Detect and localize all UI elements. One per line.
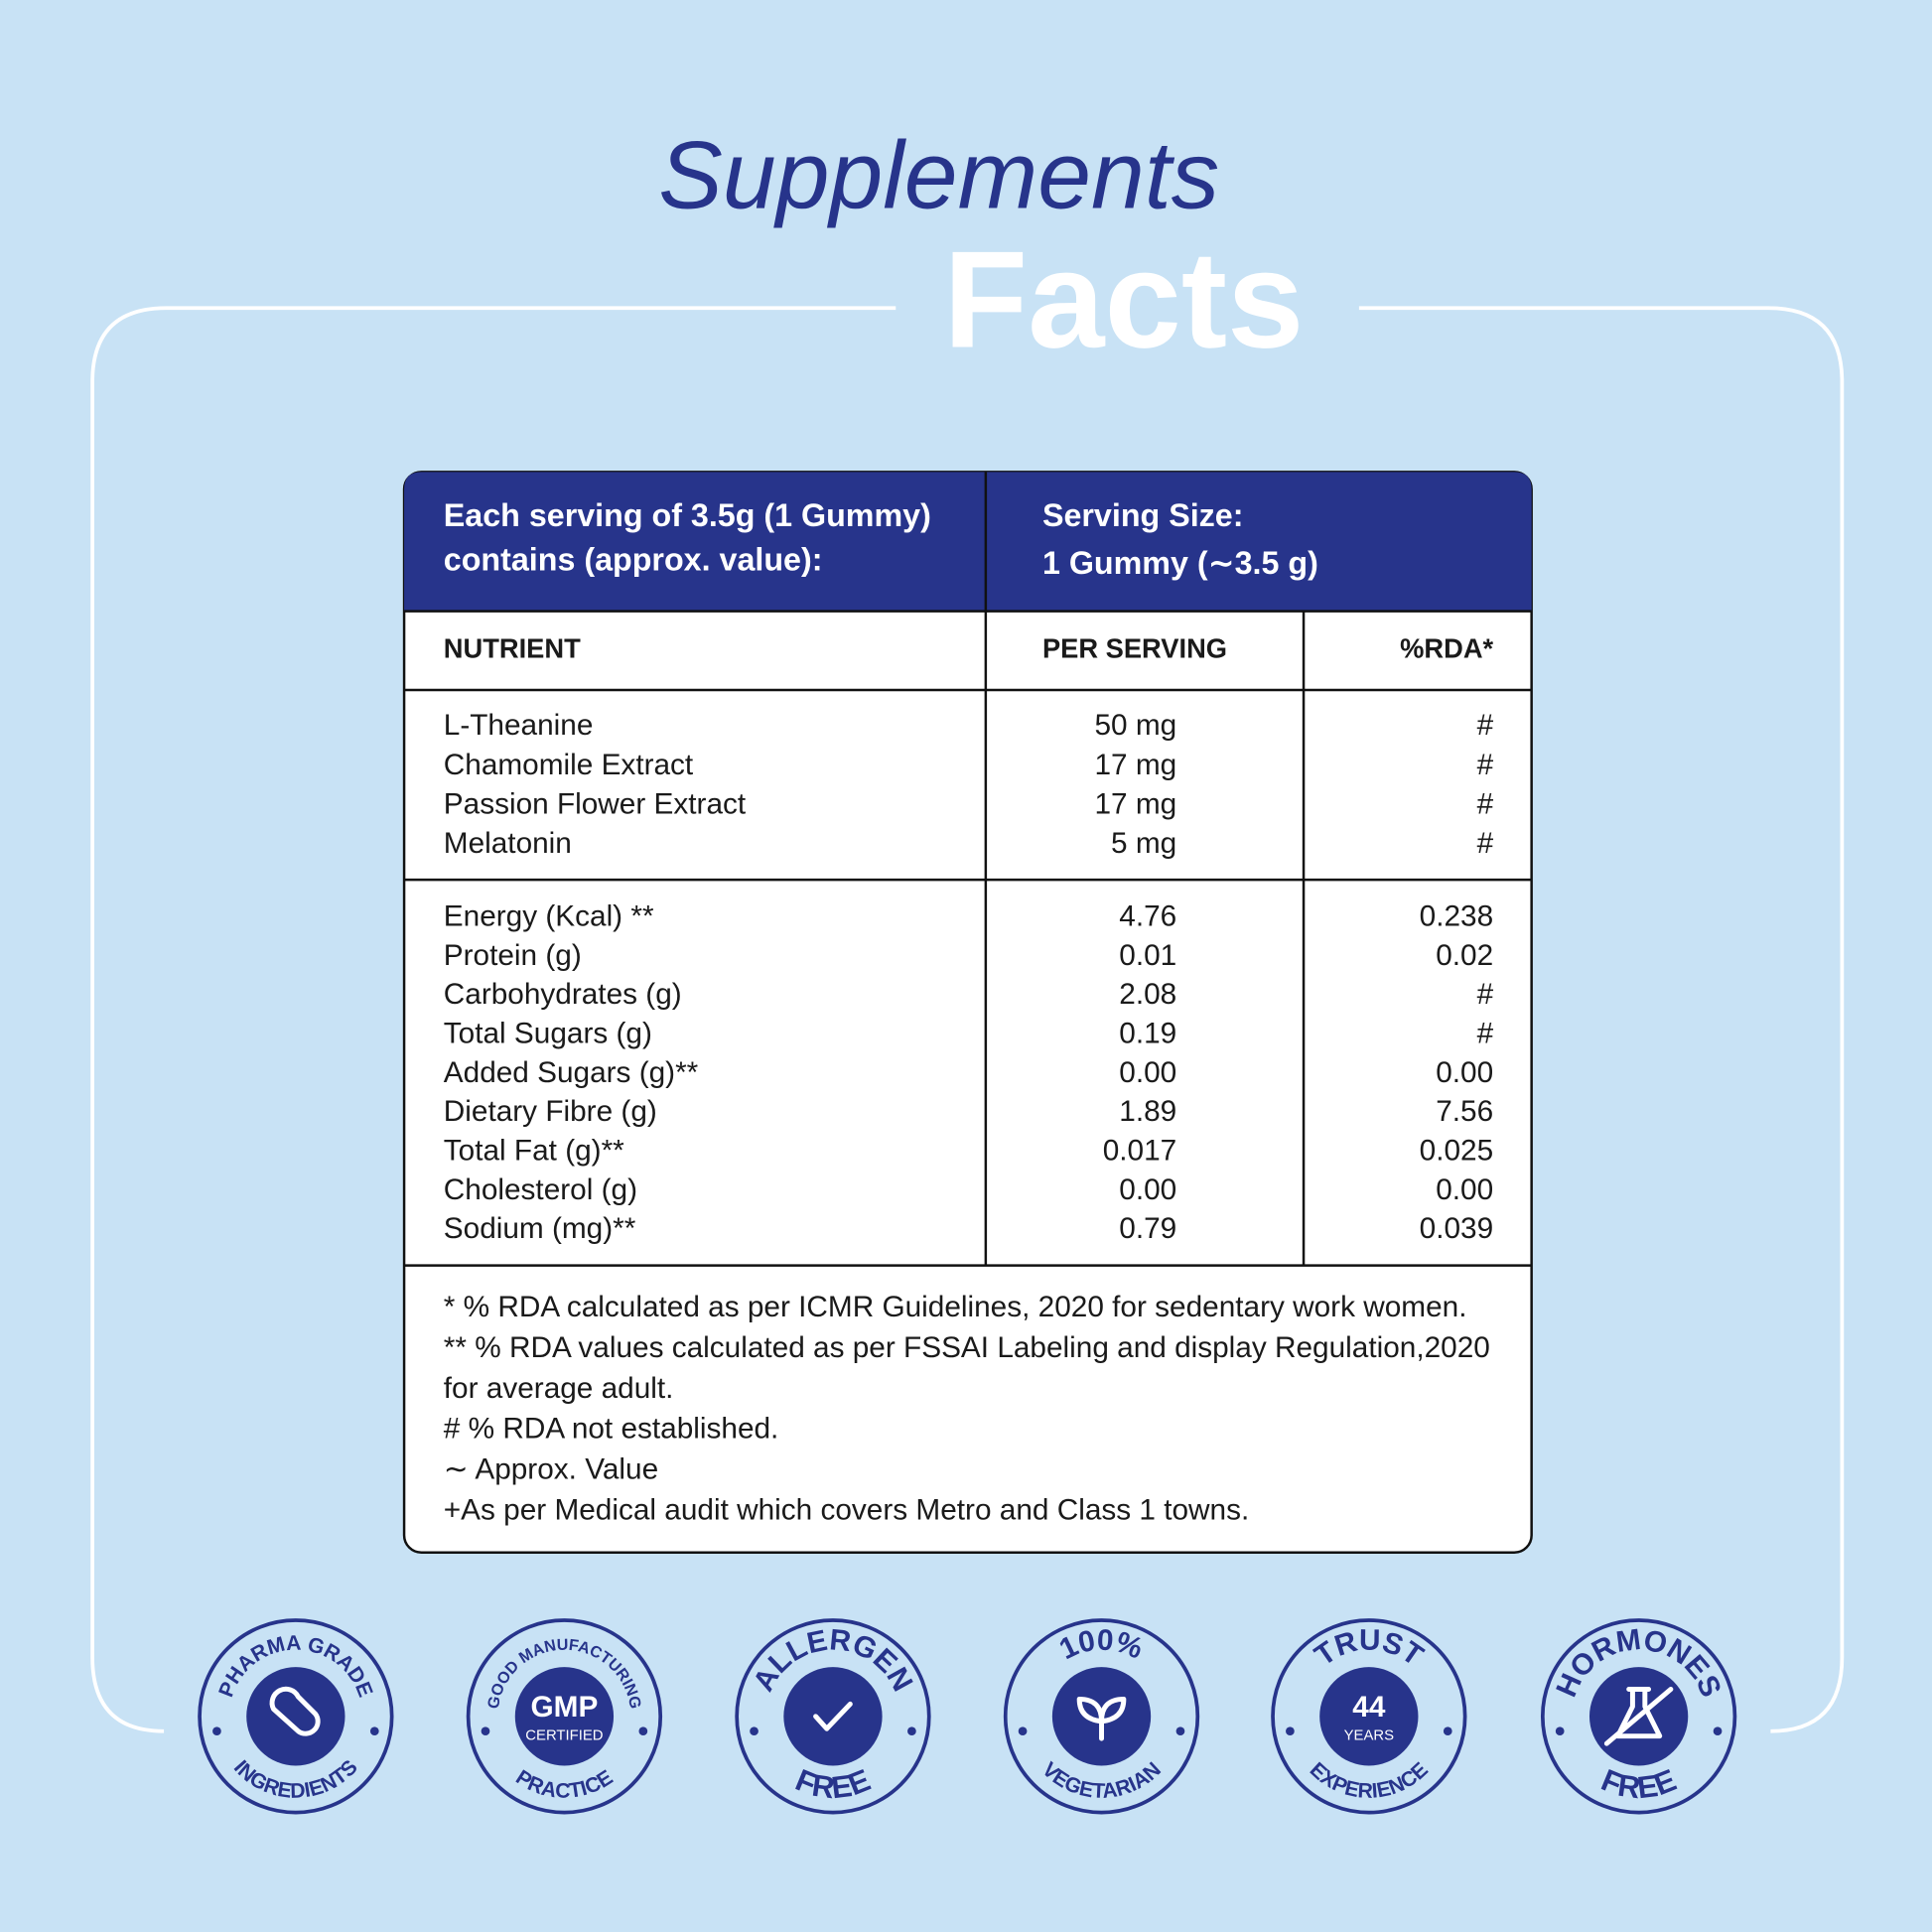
badge-dot [369,1726,379,1736]
nutrient-name: Chamomile Extract [444,749,694,781]
footnote: ** % RDA values calculated as per FSSAI … [444,1331,1490,1364]
badge-core [1319,1667,1419,1766]
rda-value: 0.00 [1436,1173,1493,1206]
rda-value: 0.039 [1420,1212,1494,1245]
column-header: NUTRIENT [444,633,581,664]
nutrient-name: Energy (Kcal) ** [444,899,654,932]
badge-dot [907,1726,916,1736]
frame-outline [90,306,1845,1733]
rda-value: # [1477,788,1494,821]
per-serving: 17 mg [1094,788,1176,821]
rda-value: 0.238 [1420,899,1494,932]
badge-dot [1555,1726,1565,1736]
header-text: contains (approx. value): [444,541,823,577]
per-serving: 17 mg [1094,749,1176,781]
facts-table: Each serving of 3.5g (1 Gummy) contains (… [402,471,1533,1554]
per-serving: 0.00 [1119,1056,1176,1089]
rda-value: # [1477,709,1494,742]
badge-icon [813,1701,853,1731]
nutrient-name: Total Fat (g)** [444,1135,624,1168]
footnote: for average adult. [444,1372,674,1405]
per-serving: 4.76 [1119,899,1176,932]
nutrient-name: L-Theanine [444,709,594,742]
badge-center: 44 [1352,1691,1386,1724]
title-line-1: Supplements [658,120,1219,228]
header-text: 1 Gummy (∼3.5 g) [1042,545,1318,581]
footnote: * % RDA calculated as per ICMR Guideline… [444,1291,1467,1323]
nutrient-name: Total Sugars (g) [444,1017,652,1049]
footnote: +As per Medical audit which covers Metro… [444,1494,1249,1527]
badge-dot [212,1726,221,1736]
table-header-bg [404,472,1532,612]
badge-dot [638,1726,648,1736]
badge-dot [1175,1726,1185,1736]
badge-dot [1713,1726,1723,1736]
badge-center: CERTIFIED [525,1728,603,1744]
rda-value: # [1477,1017,1494,1049]
rda-value: # [1477,978,1494,1011]
nutrient-name: Melatonin [444,827,572,860]
rda-value: 0.025 [1420,1135,1494,1168]
nutrient-name: Sodium (mg)** [444,1212,636,1245]
per-serving: 0.19 [1119,1017,1176,1049]
nutrient-name: Added Sugars (g)** [444,1056,699,1089]
header-text: Serving Size: [1042,497,1244,533]
badge-center: YEARS [1344,1728,1395,1744]
per-serving: 0.01 [1119,939,1176,972]
per-serving: 0.79 [1119,1212,1176,1245]
header-text: Each serving of 3.5g (1 Gummy) [444,497,931,533]
badge-core [514,1667,615,1766]
title-line-2: Facts [943,222,1304,376]
rda-value: # [1477,749,1494,781]
column-header: %RDA* [1400,633,1493,664]
badge-dot [750,1726,759,1736]
badge-center: GMP [531,1691,599,1724]
nutrient-name: Passion Flower Extract [444,788,747,821]
badge-icon [269,1686,321,1736]
badge-dot [1018,1726,1028,1736]
badge-core [246,1667,345,1766]
badge-core [783,1667,883,1766]
per-serving: 0.00 [1119,1173,1176,1206]
per-serving: 50 mg [1094,709,1176,742]
per-serving: 1.89 [1119,1095,1176,1128]
rda-value: 0.02 [1436,939,1493,972]
nutrient-name: Carbohydrates (g) [444,978,682,1011]
badge: 100%VEGETARIAN [1003,1618,1200,1815]
per-serving: 0.017 [1103,1135,1177,1168]
badge-dot [1443,1726,1452,1736]
rda-value: 0.00 [1436,1056,1493,1089]
per-serving: 5 mg [1111,827,1176,860]
rda-value: 7.56 [1436,1095,1493,1128]
nutrient-name: Dietary Fibre (g) [444,1095,657,1128]
per-serving: 2.08 [1119,978,1176,1011]
rda-value: # [1477,827,1494,860]
badge-icon [1603,1687,1674,1746]
nutrient-name: Cholesterol (g) [444,1173,637,1206]
badge-icon [1076,1696,1127,1741]
badge-dot [1286,1726,1295,1736]
column-header: PER SERVING [1042,633,1227,664]
footnote: ∼ Approx. Value [444,1453,658,1486]
badge-dot [481,1726,490,1736]
footnote: # % RDA not established. [444,1413,779,1446]
nutrient-name: Protein (g) [444,939,582,972]
